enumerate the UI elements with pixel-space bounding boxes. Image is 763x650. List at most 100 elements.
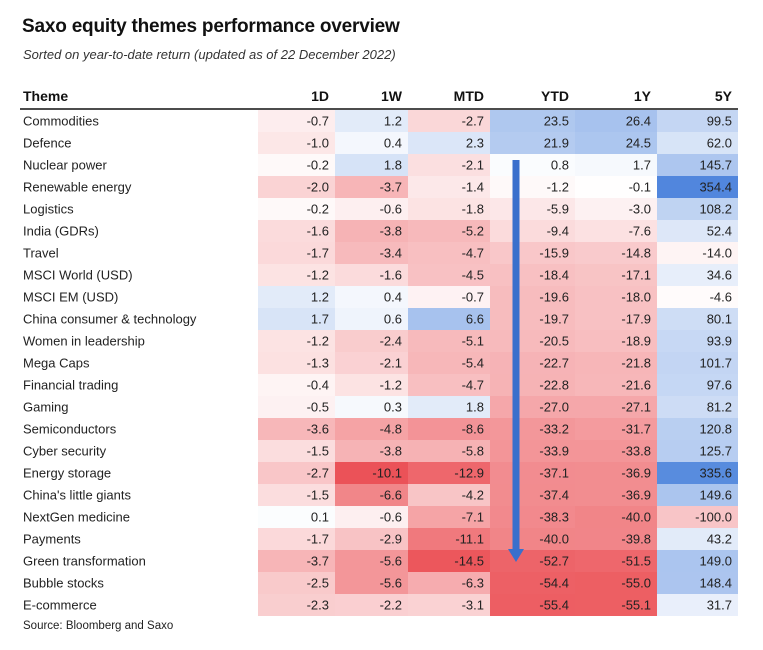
table-row: Women in leadership -1.2 -2.4 -5.1 -20.5 -18.… (23, 330, 738, 352)
cell-value: -1.2 (307, 268, 329, 283)
cell-value: 23.5 (544, 114, 569, 129)
heat-cell (575, 440, 657, 462)
heat-cell (575, 594, 657, 616)
cell-value: -1.6 (307, 224, 329, 239)
row-label: Women in leadership (23, 334, 145, 349)
cell-value: 0.3 (384, 400, 402, 415)
cell-value: -5.6 (380, 554, 402, 569)
row-label: Semiconductors (23, 422, 117, 437)
heat-cell (258, 528, 335, 550)
cell-value: -19.7 (539, 312, 569, 327)
heat-cell (490, 264, 575, 286)
cell-value: -4.6 (710, 290, 732, 305)
sort-arrow-icon (508, 160, 524, 562)
heat-cell (657, 550, 738, 572)
row-label: Green transformation (23, 554, 146, 569)
cell-value: -5.6 (380, 576, 402, 591)
heat-cell (258, 594, 335, 616)
cell-value: -27.0 (539, 400, 569, 415)
heat-cell (335, 220, 408, 242)
cell-value: -5.4 (462, 356, 484, 371)
column-header-1d: 1D (311, 88, 329, 104)
cell-value: 1.7 (633, 158, 651, 173)
heat-cell (575, 132, 657, 154)
cell-value: -4.5 (462, 268, 484, 283)
heat-cell (335, 176, 408, 198)
heat-cell (258, 440, 335, 462)
cell-value: -39.8 (621, 532, 651, 547)
row-label: Gaming (23, 400, 69, 415)
cell-value: -52.7 (539, 554, 569, 569)
heat-cell (657, 418, 738, 440)
cell-value: -21.8 (621, 356, 651, 371)
column-header-theme: Theme (23, 88, 68, 104)
heat-cell (490, 308, 575, 330)
cell-value: 6.6 (466, 312, 484, 327)
heat-cell (335, 352, 408, 374)
cell-value: 148.4 (699, 576, 732, 591)
cell-value: 34.6 (707, 268, 732, 283)
heat-cell (408, 132, 490, 154)
heat-cell (657, 220, 738, 242)
cell-value: -1.2 (547, 180, 569, 195)
row-label: Financial trading (23, 378, 118, 393)
table-row: Mega Caps -1.3 -2.1 -5.4 -22.7 -21.8 101.7 (23, 352, 738, 374)
heat-cell (575, 110, 657, 132)
cell-value: -0.1 (629, 180, 651, 195)
heat-cell (408, 264, 490, 286)
cell-value: 0.1 (311, 510, 329, 525)
table-row: China consumer & technology 1.7 0.6 6.6 -19.… (23, 308, 738, 330)
heat-cell (335, 110, 408, 132)
cell-value: -2.5 (307, 576, 329, 591)
heat-cell (657, 198, 738, 220)
heat-cell (335, 550, 408, 572)
heat-cell (490, 176, 575, 198)
cell-value: -6.6 (380, 488, 402, 503)
heat-cell (490, 132, 575, 154)
cell-value: -0.6 (380, 510, 402, 525)
heat-cell (408, 154, 490, 176)
heat-cell (335, 154, 408, 176)
heat-cell (258, 374, 335, 396)
heat-cell (575, 550, 657, 572)
heat-cell (575, 418, 657, 440)
cell-value: 1.7 (311, 312, 329, 327)
heat-cell (335, 198, 408, 220)
cell-value: -4.7 (462, 246, 484, 261)
cell-value: -5.1 (462, 334, 484, 349)
cell-value: -55.4 (539, 598, 569, 613)
heat-cell (408, 286, 490, 308)
cell-value: -40.0 (621, 510, 651, 525)
cell-value: -18.0 (621, 290, 651, 305)
cell-value: 0.6 (384, 312, 402, 327)
table-row: Energy storage -2.7 -10.1 -12.9 -37.1 -36.9 33… (23, 462, 738, 484)
cell-value: -17.9 (621, 312, 651, 327)
heat-cell (335, 286, 408, 308)
heat-cell (258, 572, 335, 594)
heat-cell (657, 330, 738, 352)
cell-value: -20.5 (539, 334, 569, 349)
heat-cell (408, 176, 490, 198)
cell-value: -2.0 (307, 180, 329, 195)
cell-value: -6.3 (462, 576, 484, 591)
heat-cell (408, 462, 490, 484)
heat-cell (490, 462, 575, 484)
table-row: Bubble stocks -2.5 -5.6 -6.3 -54.4 -55.0 148.4 (23, 572, 738, 594)
cell-value: 81.2 (707, 400, 732, 415)
heat-cell (258, 242, 335, 264)
cell-value: -40.0 (539, 532, 569, 547)
cell-value: 1.8 (384, 158, 402, 173)
heat-cell (408, 484, 490, 506)
cell-value: -1.3 (307, 356, 329, 371)
cell-value: -0.6 (380, 202, 402, 217)
cell-value: -5.2 (462, 224, 484, 239)
heat-cell (490, 484, 575, 506)
heat-cell (490, 352, 575, 374)
heat-cell (408, 198, 490, 220)
cell-value: 108.2 (699, 202, 732, 217)
heat-cell (335, 440, 408, 462)
heat-cell (575, 220, 657, 242)
cell-value: -2.3 (307, 598, 329, 613)
heat-cell (575, 572, 657, 594)
heat-cell (490, 594, 575, 616)
